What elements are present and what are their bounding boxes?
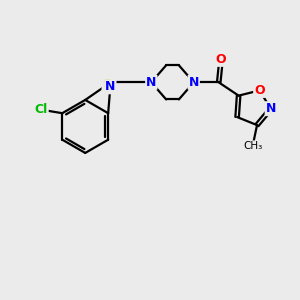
Text: N: N (146, 76, 157, 89)
Text: S: S (103, 78, 112, 92)
Text: O: O (216, 53, 226, 66)
Text: N: N (105, 80, 116, 93)
Text: O: O (254, 84, 265, 97)
Text: CH₃: CH₃ (243, 141, 262, 151)
Text: Cl: Cl (34, 103, 48, 116)
Text: N: N (188, 76, 199, 89)
Text: N: N (266, 102, 276, 115)
